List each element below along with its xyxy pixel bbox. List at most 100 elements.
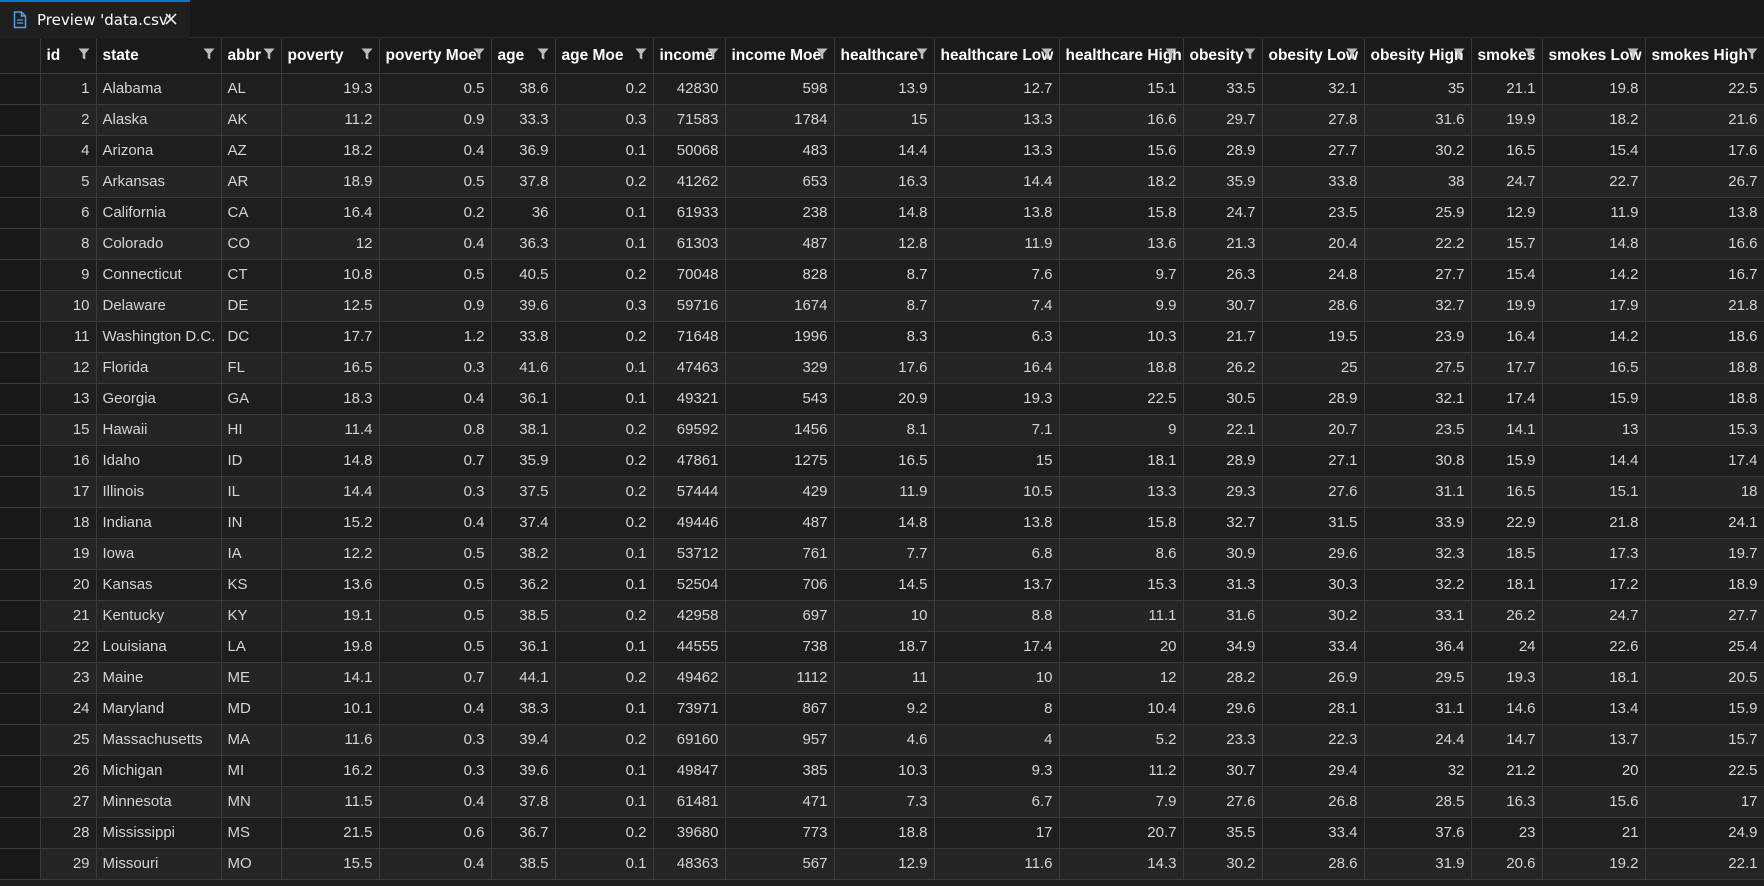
- cell-smokes-low[interactable]: 21.8: [1542, 507, 1646, 539]
- cell-poverty-moe[interactable]: 0.4: [379, 693, 492, 725]
- filter-icon[interactable]: [1453, 48, 1465, 60]
- cell-obesity-low[interactable]: 30.3: [1262, 569, 1365, 601]
- cell-healthcare-high[interactable]: 15.1: [1059, 73, 1184, 105]
- cell-poverty-moe[interactable]: 0.7: [379, 662, 492, 694]
- cell-obesity[interactable]: 30.7: [1183, 755, 1263, 787]
- cell-healthcare-low[interactable]: 6.3: [934, 321, 1060, 353]
- cell-healthcare-low[interactable]: 8: [934, 693, 1060, 725]
- cell-age[interactable]: 38.5: [491, 600, 556, 632]
- cell-obesity-low[interactable]: 26.9: [1262, 662, 1365, 694]
- cell-income[interactable]: 71648: [653, 321, 726, 353]
- cell-poverty[interactable]: 16.5: [281, 352, 380, 384]
- cell-smokes-low[interactable]: 15.4: [1542, 135, 1646, 167]
- cell-poverty[interactable]: 11.6: [281, 724, 380, 756]
- table-row[interactable]: 9 Connecticut CT 10.8 0.5 40.5 0.2 70048 828 8.7 7…: [0, 259, 1764, 291]
- cell-abbr[interactable]: IL: [221, 476, 282, 508]
- cell-obesity[interactable]: 26.3: [1183, 259, 1263, 291]
- cell-income[interactable]: 61481: [653, 786, 726, 818]
- cell-smokes-high[interactable]: 15.7: [1645, 724, 1764, 756]
- cell-id[interactable]: 12: [40, 352, 97, 384]
- table-row[interactable]: 16 Idaho ID 14.8 0.7 35.9 0.2 47861 1275 16.5 15 18…: [0, 445, 1764, 477]
- cell-smokes[interactable]: 16.5: [1471, 135, 1543, 167]
- cell-id[interactable]: 23: [40, 662, 97, 694]
- cell-smokes[interactable]: 15.7: [1471, 228, 1543, 260]
- cell-state[interactable]: Arizona: [96, 135, 222, 167]
- cell-smokes-low[interactable]: 14.4: [1542, 445, 1646, 477]
- cell-obesity-high[interactable]: 29.5: [1364, 662, 1472, 694]
- cell-smokes-high[interactable]: 15.9: [1645, 693, 1764, 725]
- cell-smokes-low[interactable]: 17.9: [1542, 290, 1646, 322]
- cell-smokes-high[interactable]: 24.9: [1645, 817, 1764, 849]
- cell-obesity-high[interactable]: 35: [1364, 73, 1472, 105]
- column-header-income[interactable]: income: [653, 39, 726, 74]
- cell-smokes[interactable]: 14.6: [1471, 693, 1543, 725]
- cell-healthcare[interactable]: 8.1: [834, 414, 935, 446]
- cell-poverty[interactable]: 11.4: [281, 414, 380, 446]
- cell-id[interactable]: 6: [40, 197, 97, 229]
- cell-income[interactable]: 47463: [653, 352, 726, 384]
- cell-smokes[interactable]: 21.1: [1471, 73, 1543, 105]
- cell-obesity-low[interactable]: 33.4: [1262, 631, 1365, 663]
- table-row[interactable]: 5 Arkansas AR 18.9 0.5 37.8 0.2 41262 653 16.3 14.…: [0, 166, 1764, 198]
- table-row[interactable]: 22 Louisiana LA 19.8 0.5 36.1 0.1 44555 738 18.7 1…: [0, 631, 1764, 663]
- cell-healthcare[interactable]: 13.9: [834, 73, 935, 105]
- cell-obesity-high[interactable]: 33.9: [1364, 507, 1472, 539]
- cell-smokes[interactable]: 26.2: [1471, 600, 1543, 632]
- cell-obesity[interactable]: 32.7: [1183, 507, 1263, 539]
- column-header-smokes-low[interactable]: smokes Low: [1542, 39, 1646, 74]
- row-gutter[interactable]: [0, 786, 41, 818]
- cell-income[interactable]: 70048: [653, 259, 726, 291]
- cell-obesity-low[interactable]: 27.7: [1262, 135, 1365, 167]
- cell-poverty-moe[interactable]: 0.9: [379, 104, 492, 136]
- cell-poverty-moe[interactable]: 0.5: [379, 73, 492, 105]
- column-header-obesity-low[interactable]: obesity Low: [1262, 39, 1365, 74]
- row-gutter[interactable]: [0, 135, 41, 167]
- cell-income-moe[interactable]: 653: [725, 166, 835, 198]
- row-gutter[interactable]: [0, 724, 41, 756]
- table-row[interactable]: 10 Delaware DE 12.5 0.9 39.6 0.3 59716 1674 8.7 7.…: [0, 290, 1764, 322]
- cell-smokes[interactable]: 19.9: [1471, 290, 1543, 322]
- cell-healthcare-high[interactable]: 8.6: [1059, 538, 1184, 570]
- cell-poverty[interactable]: 15.5: [281, 848, 380, 880]
- cell-age-moe[interactable]: 0.1: [555, 228, 654, 260]
- cell-healthcare[interactable]: 14.5: [834, 569, 935, 601]
- cell-obesity-high[interactable]: 30.8: [1364, 445, 1472, 477]
- cell-healthcare-high[interactable]: 22.5: [1059, 383, 1184, 415]
- cell-healthcare-low[interactable]: 6.7: [934, 786, 1060, 818]
- cell-id[interactable]: 25: [40, 724, 97, 756]
- cell-healthcare[interactable]: 11: [834, 662, 935, 694]
- cell-obesity-low[interactable]: 28.1: [1262, 693, 1365, 725]
- cell-obesity-high[interactable]: 32: [1364, 755, 1472, 787]
- cell-smokes-low[interactable]: 17.2: [1542, 569, 1646, 601]
- cell-obesity[interactable]: 33.5: [1183, 73, 1263, 105]
- cell-abbr[interactable]: MN: [221, 786, 282, 818]
- cell-healthcare-high[interactable]: 11.2: [1059, 755, 1184, 787]
- cell-state[interactable]: Connecticut: [96, 259, 222, 291]
- cell-age-moe[interactable]: 0.2: [555, 166, 654, 198]
- cell-poverty[interactable]: 11.2: [281, 104, 380, 136]
- cell-income-moe[interactable]: 1275: [725, 445, 835, 477]
- cell-state[interactable]: Iowa: [96, 538, 222, 570]
- cell-age[interactable]: 40.5: [491, 259, 556, 291]
- cell-obesity[interactable]: 28.9: [1183, 135, 1263, 167]
- row-gutter[interactable]: [0, 197, 41, 229]
- cell-healthcare-low[interactable]: 13.7: [934, 569, 1060, 601]
- filter-icon[interactable]: [816, 48, 828, 60]
- cell-age-moe[interactable]: 0.2: [555, 476, 654, 508]
- cell-abbr[interactable]: HI: [221, 414, 282, 446]
- cell-obesity[interactable]: 29.7: [1183, 104, 1263, 136]
- row-gutter[interactable]: [0, 755, 41, 787]
- cell-id[interactable]: 19: [40, 538, 97, 570]
- row-gutter[interactable]: [0, 569, 41, 601]
- cell-obesity[interactable]: 27.6: [1183, 786, 1263, 818]
- cell-income-moe[interactable]: 1784: [725, 104, 835, 136]
- cell-poverty-moe[interactable]: 0.4: [379, 135, 492, 167]
- cell-poverty[interactable]: 14.4: [281, 476, 380, 508]
- cell-obesity-low[interactable]: 27.6: [1262, 476, 1365, 508]
- cell-poverty-moe[interactable]: 1.2: [379, 321, 492, 353]
- cell-obesity[interactable]: 30.5: [1183, 383, 1263, 415]
- cell-poverty[interactable]: 18.9: [281, 166, 380, 198]
- cell-obesity-high[interactable]: 31.6: [1364, 104, 1472, 136]
- cell-income-moe[interactable]: 1112: [725, 662, 835, 694]
- cell-id[interactable]: 5: [40, 166, 97, 198]
